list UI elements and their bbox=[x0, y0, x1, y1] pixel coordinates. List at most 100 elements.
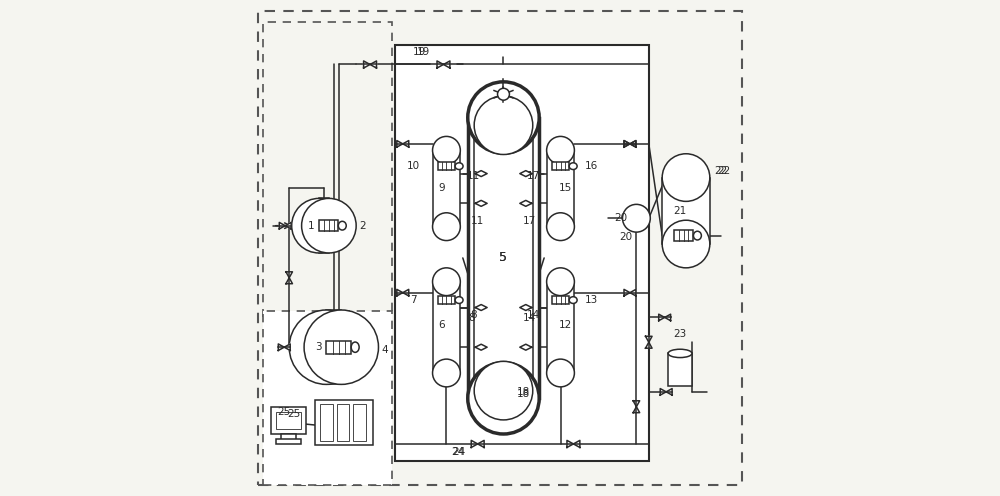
Text: 24: 24 bbox=[451, 447, 464, 457]
Ellipse shape bbox=[468, 82, 539, 153]
Bar bbox=[468, 118, 539, 398]
Ellipse shape bbox=[433, 213, 460, 241]
Bar bbox=[276, 412, 301, 429]
Text: 5: 5 bbox=[499, 251, 507, 264]
Bar bbox=[674, 230, 693, 241]
Text: 10: 10 bbox=[407, 161, 420, 171]
Polygon shape bbox=[397, 289, 403, 296]
Ellipse shape bbox=[569, 163, 577, 170]
Ellipse shape bbox=[351, 342, 359, 352]
Bar bbox=[353, 404, 366, 441]
Polygon shape bbox=[660, 388, 666, 395]
Polygon shape bbox=[475, 171, 487, 177]
Text: 4: 4 bbox=[381, 345, 388, 355]
Polygon shape bbox=[666, 388, 672, 395]
Ellipse shape bbox=[569, 297, 577, 304]
Polygon shape bbox=[624, 289, 630, 296]
Text: 22: 22 bbox=[714, 166, 727, 176]
Polygon shape bbox=[286, 278, 292, 284]
Polygon shape bbox=[475, 305, 487, 310]
Text: 25: 25 bbox=[278, 407, 291, 417]
Text: 20: 20 bbox=[614, 213, 627, 223]
Text: 15: 15 bbox=[559, 184, 572, 193]
Polygon shape bbox=[646, 342, 652, 348]
Ellipse shape bbox=[662, 154, 710, 201]
Polygon shape bbox=[520, 171, 532, 177]
Bar bbox=[281, 434, 296, 440]
Bar bbox=[315, 400, 373, 445]
Ellipse shape bbox=[668, 349, 692, 358]
Bar bbox=[276, 439, 301, 444]
Bar bbox=[552, 162, 569, 170]
Ellipse shape bbox=[662, 220, 710, 268]
Ellipse shape bbox=[433, 359, 460, 387]
Text: 9: 9 bbox=[438, 184, 445, 193]
Text: 25: 25 bbox=[288, 409, 301, 419]
Text: 21: 21 bbox=[673, 206, 686, 216]
Polygon shape bbox=[403, 140, 409, 147]
Polygon shape bbox=[520, 344, 532, 350]
Polygon shape bbox=[630, 140, 636, 147]
Bar bbox=[438, 162, 455, 170]
Polygon shape bbox=[284, 344, 290, 351]
Ellipse shape bbox=[338, 221, 346, 230]
Bar bbox=[319, 220, 338, 231]
Ellipse shape bbox=[455, 163, 463, 170]
Polygon shape bbox=[633, 401, 640, 407]
Polygon shape bbox=[443, 61, 450, 68]
Bar bbox=[668, 353, 692, 386]
Polygon shape bbox=[397, 140, 403, 147]
Polygon shape bbox=[624, 140, 630, 147]
Ellipse shape bbox=[468, 363, 539, 434]
Bar bbox=[433, 150, 460, 227]
Text: 5: 5 bbox=[499, 251, 507, 264]
Ellipse shape bbox=[474, 96, 533, 154]
Text: 13: 13 bbox=[585, 295, 598, 305]
Polygon shape bbox=[285, 222, 291, 229]
Text: 18: 18 bbox=[517, 389, 530, 399]
Polygon shape bbox=[520, 200, 532, 206]
Polygon shape bbox=[665, 314, 671, 321]
Bar bbox=[271, 407, 306, 434]
Polygon shape bbox=[520, 305, 532, 310]
Text: 11: 11 bbox=[471, 216, 484, 226]
Bar bbox=[319, 198, 329, 253]
Ellipse shape bbox=[547, 359, 574, 387]
Ellipse shape bbox=[304, 310, 378, 384]
Text: 12: 12 bbox=[559, 320, 572, 330]
Polygon shape bbox=[630, 140, 636, 147]
Text: 19: 19 bbox=[413, 47, 426, 57]
Polygon shape bbox=[278, 344, 284, 351]
Text: 19: 19 bbox=[416, 47, 430, 57]
Polygon shape bbox=[370, 61, 376, 68]
Text: 14: 14 bbox=[527, 310, 540, 320]
Bar bbox=[547, 150, 574, 227]
Text: 7: 7 bbox=[410, 295, 417, 305]
Polygon shape bbox=[475, 200, 487, 206]
Text: 8: 8 bbox=[470, 310, 477, 320]
Polygon shape bbox=[646, 336, 652, 342]
Polygon shape bbox=[471, 440, 478, 447]
Polygon shape bbox=[279, 222, 285, 229]
Ellipse shape bbox=[289, 310, 364, 384]
Text: 1: 1 bbox=[308, 221, 315, 231]
Text: 18: 18 bbox=[517, 387, 530, 397]
Polygon shape bbox=[624, 140, 630, 147]
Polygon shape bbox=[403, 289, 409, 296]
Polygon shape bbox=[364, 61, 370, 68]
FancyBboxPatch shape bbox=[258, 11, 742, 485]
Text: 22: 22 bbox=[718, 166, 731, 176]
Bar bbox=[552, 296, 569, 304]
Ellipse shape bbox=[302, 198, 356, 253]
Circle shape bbox=[498, 88, 509, 100]
Text: 6: 6 bbox=[438, 320, 445, 330]
Text: 3: 3 bbox=[316, 342, 322, 352]
Ellipse shape bbox=[433, 268, 460, 296]
Bar bbox=[326, 310, 341, 384]
Bar bbox=[438, 296, 455, 304]
Polygon shape bbox=[567, 440, 573, 447]
Bar bbox=[433, 282, 460, 373]
Polygon shape bbox=[573, 440, 580, 447]
Polygon shape bbox=[659, 314, 665, 321]
Text: 11: 11 bbox=[467, 171, 480, 181]
